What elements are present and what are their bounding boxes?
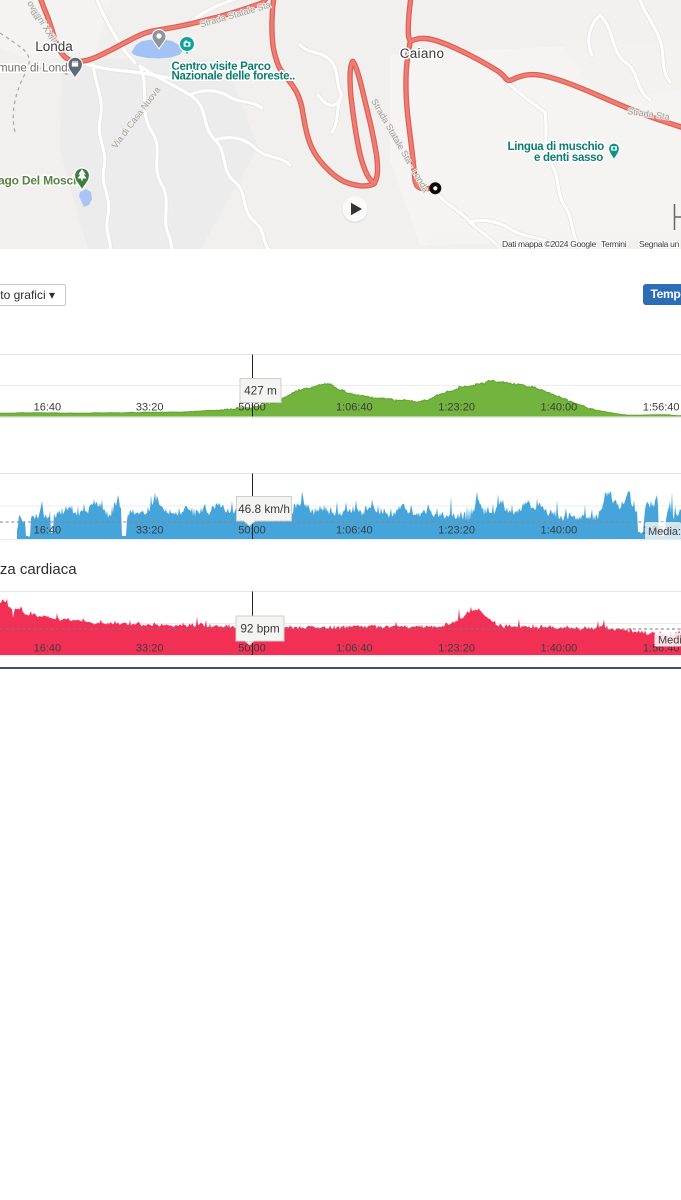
svg-text:1:23:20: 1:23:20: [438, 402, 475, 414]
svg-text:1:40:00: 1:40:00: [541, 525, 578, 537]
svg-text:1:40:00: 1:40:00: [541, 643, 578, 655]
svg-text:Nazionale delle foreste..: Nazionale delle foreste..: [172, 71, 296, 83]
svg-text:16:40: 16:40: [34, 643, 62, 655]
svg-text:Termini: Termini: [601, 239, 627, 249]
svg-text:1:23:20: 1:23:20: [438, 643, 475, 655]
svg-text:Segnala un: Segnala un: [639, 239, 680, 249]
svg-text:1:06:40: 1:06:40: [336, 525, 373, 537]
svg-text:33:20: 33:20: [136, 643, 164, 655]
svg-text:e denti sasso: e denti sasso: [534, 152, 603, 164]
svg-text:33:20: 33:20: [136, 525, 164, 537]
svg-text:1:06:40: 1:06:40: [336, 402, 373, 414]
svg-text:33:20: 33:20: [136, 402, 164, 414]
svg-text:16:40: 16:40: [34, 525, 62, 537]
svg-text:Media: Media: [658, 635, 681, 647]
svg-text:1:56:40: 1:56:40: [643, 402, 680, 414]
svg-text:ago Del Moscia: ago Del Moscia: [0, 174, 83, 188]
svg-text:Lingua di muschio: Lingua di muschio: [508, 141, 605, 153]
svg-text:Dati mappa ©2024 Google: Dati mappa ©2024 Google: [502, 239, 596, 249]
svg-text:92 bpm: 92 bpm: [240, 622, 280, 636]
svg-text:mune di Londa: mune di Londa: [0, 63, 75, 75]
svg-text:1:40:00: 1:40:00: [541, 402, 578, 414]
svg-text:427 m: 427 m: [244, 384, 277, 398]
svg-text:Londa: Londa: [35, 39, 73, 54]
svg-text:1:23:20: 1:23:20: [438, 525, 475, 537]
svg-text:Caiano: Caiano: [400, 46, 445, 61]
svg-text:Media:: Media:: [648, 526, 681, 538]
svg-text:46.8 km/h: 46.8 km/h: [238, 502, 290, 516]
svg-text:Centro visite Parco: Centro visite Parco: [172, 61, 271, 73]
svg-text:16:40: 16:40: [34, 402, 62, 414]
svg-text:1:06:40: 1:06:40: [336, 643, 373, 655]
